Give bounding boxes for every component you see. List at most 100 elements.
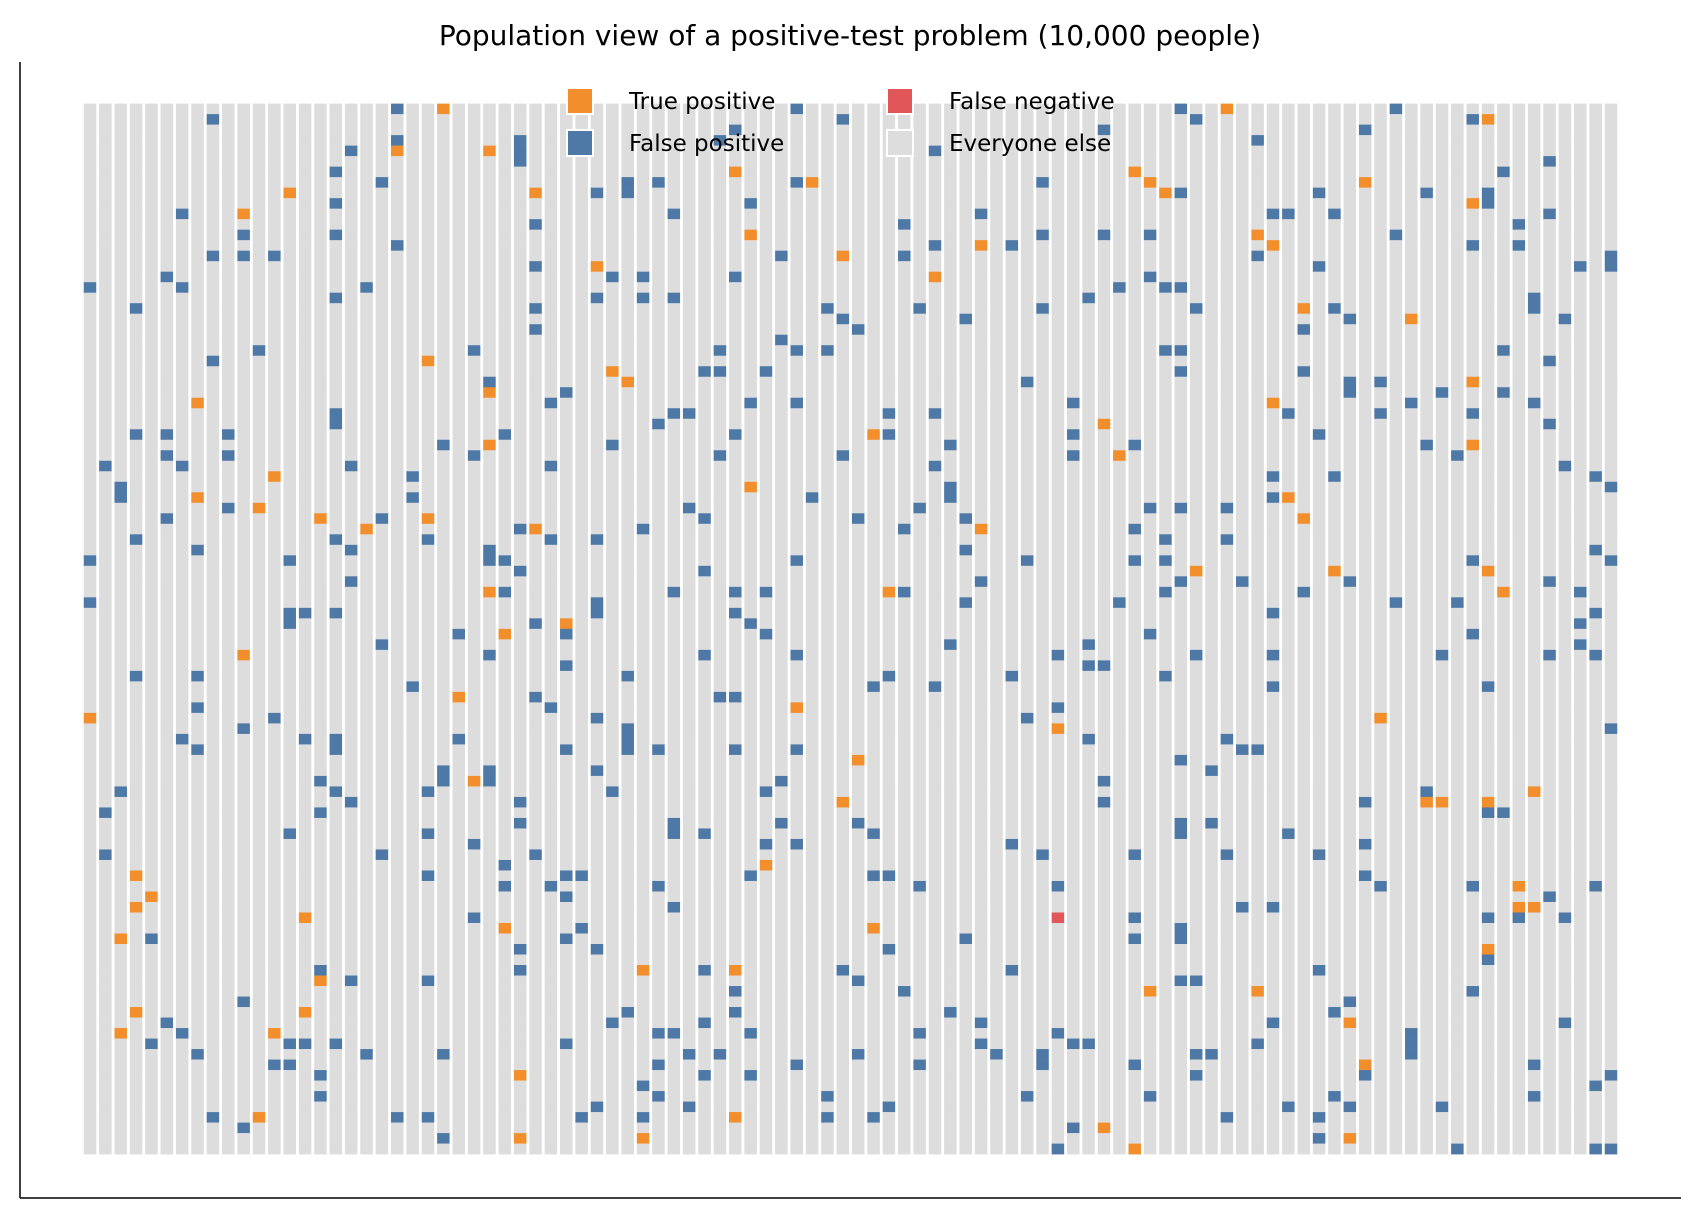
person-mark-everyone-else	[606, 397, 619, 409]
person-mark-everyone-else	[1251, 219, 1264, 230]
person-mark-everyone-else	[1220, 597, 1234, 609]
person-mark-everyone-else	[483, 355, 496, 367]
person-mark-everyone-else	[1574, 229, 1587, 241]
person-mark-everyone-else	[1543, 366, 1556, 378]
person-mark-everyone-else	[775, 177, 788, 188]
person-mark-everyone-else	[222, 366, 235, 378]
person-mark-everyone-else	[1389, 135, 1403, 146]
person-mark-everyone-else	[1312, 555, 1326, 567]
person-mark-everyone-else	[329, 376, 343, 388]
person-mark-everyone-else	[990, 334, 1003, 346]
person-mark-everyone-else	[498, 355, 512, 367]
person-mark-everyone-else	[1512, 250, 1526, 262]
person-mark-everyone-else	[744, 565, 757, 577]
person-mark-everyone-else	[529, 534, 542, 546]
person-mark-everyone-else	[421, 597, 435, 609]
person-mark-everyone-else	[298, 492, 312, 504]
person-mark-everyone-else	[944, 303, 957, 314]
person-mark-everyone-else	[1358, 355, 1372, 367]
person-mark-everyone-else	[836, 324, 850, 336]
person-mark-false-positive	[1451, 450, 1464, 462]
person-mark-everyone-else	[129, 544, 143, 556]
person-mark-everyone-else	[83, 145, 97, 157]
person-mark-everyone-else	[1389, 334, 1403, 346]
person-mark-everyone-else	[175, 135, 189, 146]
person-mark-everyone-else	[1020, 460, 1034, 472]
person-mark-everyone-else	[1405, 156, 1418, 167]
person-mark-everyone-else	[959, 324, 972, 336]
person-mark-everyone-else	[1251, 366, 1264, 378]
person-mark-everyone-else	[682, 597, 696, 609]
person-mark-everyone-else	[498, 418, 512, 430]
person-mark-everyone-else	[560, 397, 573, 409]
person-mark-everyone-else	[452, 513, 465, 525]
person-mark-everyone-else	[744, 250, 757, 262]
person-mark-everyone-else	[1205, 271, 1218, 283]
person-mark-everyone-else	[160, 345, 174, 357]
person-mark-everyone-else	[191, 418, 204, 430]
person-mark-everyone-else	[1005, 250, 1019, 262]
person-mark-everyone-else	[867, 271, 880, 283]
person-mark-everyone-else	[1543, 177, 1556, 188]
person-mark-everyone-else	[1604, 492, 1618, 504]
person-mark-everyone-else	[1067, 439, 1080, 451]
person-mark-everyone-else	[1020, 282, 1034, 293]
person-mark-false-positive	[1558, 460, 1572, 472]
person-mark-everyone-else	[513, 124, 527, 136]
person-mark-everyone-else	[1128, 502, 1141, 514]
person-mark-everyone-else	[990, 534, 1003, 546]
person-mark-everyone-else	[1405, 586, 1418, 598]
person-mark-everyone-else	[560, 607, 573, 619]
person-mark-everyone-else	[1512, 282, 1526, 293]
person-mark-false-positive	[1159, 534, 1172, 546]
person-mark-everyone-else	[1389, 450, 1403, 462]
person-mark-everyone-else	[851, 250, 865, 262]
person-mark-everyone-else	[1067, 366, 1080, 378]
person-mark-everyone-else	[1143, 555, 1157, 567]
person-mark-everyone-else	[821, 282, 834, 293]
person-mark-everyone-else	[406, 219, 419, 230]
person-mark-everyone-else	[990, 523, 1003, 535]
person-mark-everyone-else	[283, 177, 296, 188]
person-mark-everyone-else	[344, 418, 358, 430]
person-mark-everyone-else	[1051, 135, 1065, 146]
person-mark-everyone-else	[851, 114, 865, 125]
person-mark-everyone-else	[759, 429, 773, 441]
person-mark-everyone-else	[1128, 397, 1141, 409]
person-mark-everyone-else	[1420, 429, 1433, 441]
person-mark-everyone-else	[682, 418, 696, 430]
person-mark-everyone-else	[498, 471, 512, 483]
person-mark-everyone-else	[175, 345, 189, 357]
person-mark-everyone-else	[775, 513, 788, 525]
person-mark-everyone-else	[268, 292, 281, 304]
person-mark-everyone-else	[513, 586, 527, 598]
person-mark-everyone-else	[560, 345, 573, 357]
person-mark-everyone-else	[437, 271, 450, 283]
person-mark-everyone-else	[252, 481, 266, 493]
person-mark-everyone-else	[1405, 135, 1418, 146]
person-mark-everyone-else	[1389, 156, 1403, 167]
person-mark-everyone-else	[191, 471, 204, 483]
person-mark-everyone-else	[1236, 198, 1249, 209]
person-mark-everyone-else	[206, 576, 220, 588]
person-mark-everyone-else	[698, 303, 711, 314]
person-mark-everyone-else	[1466, 565, 1479, 577]
person-mark-everyone-else	[636, 387, 650, 399]
person-mark-everyone-else	[129, 408, 143, 420]
person-mark-everyone-else	[1358, 513, 1372, 525]
person-mark-everyone-else	[1189, 103, 1203, 115]
person-mark-everyone-else	[1036, 292, 1049, 304]
person-mark-everyone-else	[298, 586, 312, 598]
person-mark-everyone-else	[1082, 429, 1095, 441]
person-mark-everyone-else	[944, 292, 957, 304]
person-mark-everyone-else	[959, 229, 972, 241]
person-mark-everyone-else	[252, 408, 266, 420]
person-mark-everyone-else	[1543, 198, 1556, 209]
person-mark-everyone-else	[83, 502, 97, 514]
person-mark-everyone-else	[437, 208, 450, 220]
person-mark-everyone-else	[698, 586, 711, 598]
person-mark-everyone-else	[544, 334, 558, 346]
person-mark-everyone-else	[437, 114, 450, 125]
person-mark-everyone-else	[1159, 376, 1172, 388]
person-mark-everyone-else	[775, 502, 788, 514]
